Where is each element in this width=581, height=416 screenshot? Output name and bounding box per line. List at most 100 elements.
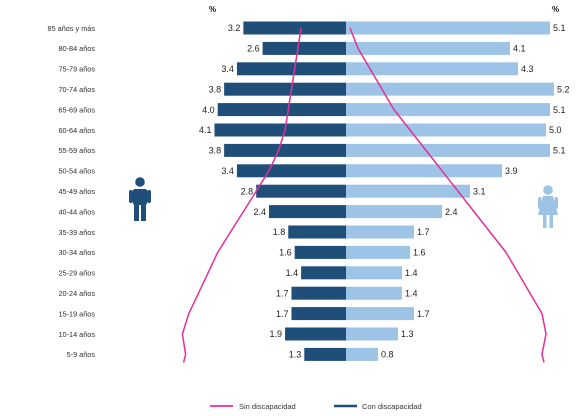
value-label-right-16: 0.8 [381, 350, 394, 360]
value-label-right-12: 1.4 [405, 268, 418, 278]
value-label-right-13: 1.4 [405, 288, 418, 298]
woman-icon-arm-right [554, 197, 558, 209]
overlay-line-left [181, 27, 302, 363]
woman-icon-head [543, 185, 553, 195]
value-label-left-9: 2.4 [254, 207, 267, 217]
value-label-right-8: 3.1 [473, 186, 486, 196]
lines-layer [181, 27, 547, 363]
right-axis-percent-label: % [552, 5, 559, 14]
woman-icon-arm-left [538, 197, 542, 209]
bar-right-15 [346, 327, 398, 341]
value-label-left-2: 3.4 [221, 64, 234, 74]
bar-left-0 [243, 21, 346, 35]
value-label-right-6: 5.1 [553, 146, 566, 156]
age-category-label-6: 55-59 años [58, 146, 95, 155]
left-axis-percent-label: % [209, 5, 216, 14]
age-category-label-1: 80-84 años [58, 44, 95, 53]
value-label-right-10: 1.7 [417, 227, 430, 237]
bar-right-6 [346, 143, 550, 157]
woman-icon-leg-right [549, 215, 553, 228]
woman-icon-dress [538, 196, 558, 215]
bar-right-4 [346, 103, 550, 117]
woman-icon-leg-left [543, 215, 547, 228]
value-label-right-1: 4.1 [513, 44, 526, 54]
age-category-label-10: 35-39 años [58, 228, 95, 237]
man-icon-arm-left [129, 190, 133, 203]
bar-left-5 [214, 123, 346, 137]
bar-left-1 [262, 41, 346, 55]
bar-right-8 [346, 184, 470, 198]
legend-label-con-discapacidad: Con discapacidad [362, 402, 422, 411]
value-label-left-15: 1.9 [270, 329, 283, 339]
value-label-right-4: 5.1 [553, 105, 566, 115]
age-category-label-11: 30-34 años [58, 248, 95, 257]
woman-icon [538, 185, 558, 228]
age-category-label-9: 40-44 años [58, 207, 95, 216]
bar-left-8 [256, 184, 346, 198]
bar-right-1 [346, 41, 510, 55]
value-label-right-11: 1.6 [413, 248, 426, 258]
bar-left-11 [294, 245, 346, 259]
value-label-left-4: 4.0 [202, 105, 215, 115]
bar-left-7 [236, 164, 346, 178]
value-label-left-6: 3.8 [209, 146, 222, 156]
bar-right-3 [346, 82, 554, 96]
bar-right-10 [346, 225, 414, 239]
bar-left-3 [224, 82, 346, 96]
age-category-label-2: 75-79 años [58, 65, 95, 74]
legend-label-sin-discapacidad: Sin discapacidad [239, 402, 296, 411]
bar-right-16 [346, 347, 378, 361]
bar-right-2 [346, 62, 518, 76]
man-icon [129, 177, 151, 221]
value-label-left-8: 2.8 [241, 186, 254, 196]
value-label-left-14: 1.7 [276, 309, 289, 319]
age-category-label-8: 45-49 años [58, 187, 95, 196]
bar-left-4 [217, 103, 346, 117]
man-icon-leg-left [134, 205, 139, 221]
man-icon-leg-right [141, 205, 146, 221]
value-label-left-16: 1.3 [289, 350, 302, 360]
age-category-label-5: 60-64 años [58, 126, 95, 135]
bar-left-12 [301, 266, 346, 280]
age-category-label-7: 50-54 años [58, 167, 95, 176]
legend: Sin discapacidad Con discapacidad [210, 402, 422, 411]
value-label-right-3: 5.2 [557, 84, 570, 94]
value-label-left-11: 1.6 [279, 248, 292, 258]
man-icon-torso [133, 189, 147, 205]
value-label-right-9: 2.4 [445, 207, 458, 217]
value-label-right-14: 1.7 [417, 309, 430, 319]
age-category-label-3: 70-74 años [58, 85, 95, 94]
value-label-left-10: 1.8 [273, 227, 286, 237]
age-category-label-14: 15-19 años [58, 309, 95, 318]
value-label-right-15: 1.3 [401, 329, 414, 339]
value-label-left-7: 3.4 [221, 166, 234, 176]
bar-right-14 [346, 307, 414, 321]
man-icon-arm-right [147, 190, 151, 203]
value-label-left-12: 1.4 [286, 268, 299, 278]
bar-right-7 [346, 164, 502, 178]
value-label-right-7: 3.9 [505, 166, 518, 176]
bars-layer [214, 21, 554, 361]
value-label-right-0: 5.1 [553, 23, 566, 33]
bar-right-0 [346, 21, 550, 35]
bar-left-6 [224, 143, 346, 157]
value-label-right-5: 5.0 [549, 125, 562, 135]
labels-layer: 85 años y más 3.2 5.1 80-84 años 2.6 4.1 75-79… [48, 23, 570, 359]
bar-left-15 [285, 327, 346, 341]
bar-right-11 [346, 245, 410, 259]
age-category-label-12: 25-29 años [58, 269, 95, 278]
bar-right-9 [346, 205, 442, 219]
value-label-left-5: 4.1 [199, 125, 212, 135]
bar-left-2 [236, 62, 346, 76]
value-label-right-2: 4.3 [521, 64, 534, 74]
age-category-label-16: 5-9 años [67, 350, 96, 359]
bar-left-9 [269, 205, 346, 219]
value-label-left-1: 2.6 [247, 44, 260, 54]
bar-right-12 [346, 266, 402, 280]
value-label-left-13: 1.7 [276, 288, 289, 298]
age-category-label-13: 20-24 años [58, 289, 95, 298]
bar-right-5 [346, 123, 546, 137]
bar-left-14 [291, 307, 346, 321]
age-category-label-15: 10-14 años [58, 330, 95, 339]
bar-left-13 [291, 286, 346, 300]
